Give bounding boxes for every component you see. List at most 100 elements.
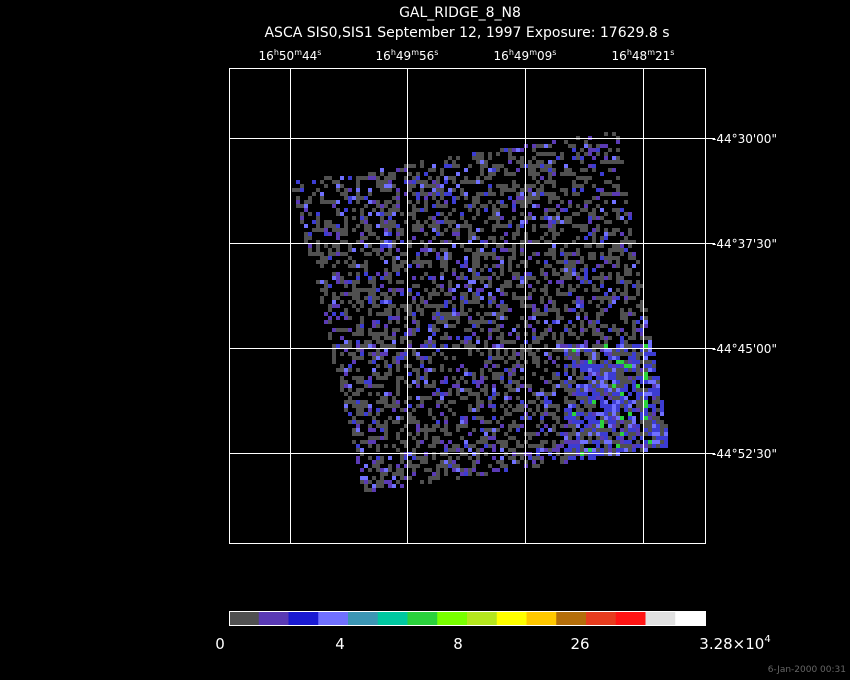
pixel — [364, 384, 368, 388]
pixel — [552, 192, 556, 196]
pixel — [556, 308, 560, 312]
pixel — [588, 440, 592, 444]
pixel — [616, 348, 620, 352]
pixel — [384, 404, 388, 408]
pixel — [420, 296, 424, 300]
pixel — [384, 180, 388, 184]
pixel — [428, 336, 432, 340]
pixel — [568, 332, 572, 336]
pixel — [508, 396, 512, 400]
pixel — [596, 332, 600, 336]
pixel — [656, 428, 660, 432]
pixel — [588, 432, 592, 436]
pixel — [400, 232, 404, 236]
pixel — [472, 260, 476, 264]
pixel — [492, 444, 496, 448]
pixel — [552, 268, 556, 272]
pixel — [604, 352, 608, 356]
pixel — [460, 300, 464, 304]
pixel — [428, 192, 432, 196]
pixel — [392, 356, 396, 360]
pixel — [644, 372, 648, 376]
pixel — [420, 160, 424, 164]
pixel — [428, 396, 432, 400]
pixel — [340, 380, 344, 384]
pixel — [308, 200, 312, 204]
pixel — [472, 464, 476, 468]
pixel — [632, 400, 636, 404]
pixel — [564, 412, 568, 416]
pixel — [444, 320, 448, 324]
pixel — [412, 236, 416, 240]
pixel — [652, 404, 656, 408]
pixel — [552, 232, 556, 236]
pixel — [592, 228, 596, 232]
pixel — [412, 320, 416, 324]
pixel — [424, 272, 428, 276]
pixel — [416, 260, 420, 264]
pixel — [504, 444, 508, 448]
pixel — [616, 228, 620, 232]
pixel — [628, 252, 632, 256]
pixel — [636, 328, 640, 332]
pixel — [532, 164, 536, 168]
pixel — [620, 376, 624, 380]
pixel — [584, 404, 588, 408]
pixel — [592, 240, 596, 244]
pixel — [376, 448, 380, 452]
pixel — [464, 368, 468, 372]
pixel — [368, 292, 372, 296]
pixel — [500, 188, 504, 192]
pixel — [504, 304, 508, 308]
pixel — [560, 440, 564, 444]
pixel — [404, 164, 408, 168]
pixel — [588, 352, 592, 356]
pixel — [412, 380, 416, 384]
pixel — [328, 320, 332, 324]
pixel — [344, 312, 348, 316]
pixel — [624, 320, 628, 324]
pixel — [368, 212, 372, 216]
ra-label-part: h — [274, 48, 279, 57]
pixel — [476, 312, 480, 316]
pixel — [356, 328, 360, 332]
pixel — [544, 216, 548, 220]
pixel — [572, 404, 576, 408]
pixel — [456, 276, 460, 280]
pixel — [392, 256, 396, 260]
pixel — [364, 228, 368, 232]
pixel — [452, 444, 456, 448]
pixel — [484, 244, 488, 248]
pixel — [436, 228, 440, 232]
ra-label-part: h — [391, 48, 396, 57]
pixel — [512, 296, 516, 300]
pixel — [480, 156, 484, 160]
pixel — [652, 412, 656, 416]
pixel — [576, 212, 580, 216]
pixel — [596, 388, 600, 392]
pixel — [552, 244, 556, 248]
pixel — [424, 172, 428, 176]
pixel — [496, 376, 500, 380]
pixel — [424, 468, 428, 472]
pixel — [564, 408, 568, 412]
pixel — [520, 368, 524, 372]
pixel — [568, 172, 572, 176]
pixel — [360, 300, 364, 304]
pixel — [552, 160, 556, 164]
pixel — [360, 468, 364, 472]
pixel — [400, 484, 404, 488]
pixel — [376, 384, 380, 388]
pixel — [428, 328, 432, 332]
pixel — [412, 180, 416, 184]
pixel — [576, 404, 580, 408]
ra-label-part: 49 — [514, 49, 529, 63]
pixel — [332, 252, 336, 256]
pixel — [632, 424, 636, 428]
pixel — [576, 420, 580, 424]
pixel — [476, 228, 480, 232]
pixel — [584, 152, 588, 156]
pixel — [380, 180, 384, 184]
pixel — [396, 364, 400, 368]
pixel — [416, 324, 420, 328]
